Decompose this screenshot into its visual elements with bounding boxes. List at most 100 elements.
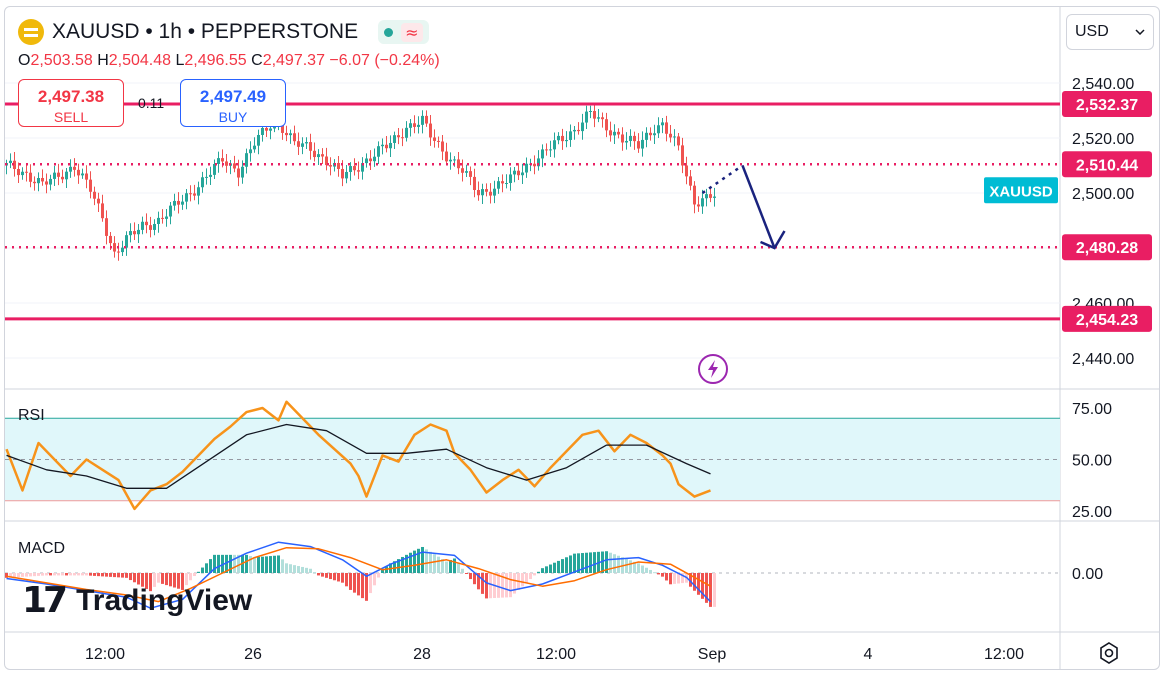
macd-histogram-bar <box>229 554 232 573</box>
settings-icon[interactable] <box>1096 640 1122 666</box>
spread-value: 0.11 <box>138 95 165 111</box>
macd-histogram-bar <box>689 573 692 587</box>
open-label: O <box>18 52 31 69</box>
macd-histogram-bar <box>501 573 504 598</box>
close-value: 2,497.37 <box>262 52 325 69</box>
low-value: 2,496.55 <box>184 52 247 69</box>
currency-value: USD <box>1075 23 1109 40</box>
candle-body <box>573 129 576 132</box>
macd-histogram-bar <box>681 573 684 584</box>
candle-body <box>241 166 244 178</box>
candle-body <box>409 123 412 128</box>
macd-histogram-bar <box>485 573 488 599</box>
candle-body <box>681 145 684 166</box>
candle-body <box>225 161 228 166</box>
candle-body <box>385 144 388 149</box>
candle-body <box>537 158 540 167</box>
candle-body <box>413 123 416 127</box>
lightning-icon[interactable] <box>697 353 729 385</box>
macd-histogram-bar <box>273 555 276 573</box>
forecast-arrow-line <box>741 165 776 249</box>
candle-body <box>189 193 192 195</box>
candle-body <box>37 178 40 184</box>
close-label: C <box>251 52 263 69</box>
symbol-title[interactable]: XAUUSD • 1h • PEPPERSTONE <box>52 20 359 43</box>
candle-body <box>649 132 652 136</box>
candle-body <box>437 140 440 142</box>
macd-histogram-bar <box>157 573 160 583</box>
macd-histogram-bar <box>365 573 368 601</box>
candle-body <box>253 145 256 150</box>
macd-histogram-bar <box>185 573 188 586</box>
candle-body <box>637 141 640 149</box>
macd-histogram-bar <box>413 550 416 573</box>
macd-histogram-bar <box>153 573 156 587</box>
candle-body <box>521 172 524 176</box>
candle-body <box>185 193 188 202</box>
price-level-label: 2,480.28 <box>1076 240 1138 257</box>
buy-button[interactable]: 2,497.49 BUY <box>180 79 286 127</box>
price-level-label: 2,532.37 <box>1076 97 1138 114</box>
candle-body <box>501 181 504 184</box>
macd-histogram-bar <box>641 565 644 573</box>
tradingview-logo[interactable]: 17 TradingView <box>22 580 252 621</box>
macd-histogram-bar <box>393 561 396 573</box>
macd-histogram-bar <box>165 573 168 586</box>
macd-histogram-bar <box>629 560 632 573</box>
macd-histogram-bar <box>545 566 548 573</box>
market-status[interactable]: ≈ <box>378 20 429 44</box>
time-tick-label: Sep <box>698 646 727 663</box>
candle-body <box>209 174 212 177</box>
rsi-tick-label: 25.00 <box>1072 504 1112 521</box>
macd-histogram-bar <box>133 573 136 583</box>
candle-body <box>89 179 92 192</box>
macd-histogram-bar <box>497 573 500 598</box>
candle-body <box>493 188 496 196</box>
candle-body <box>593 111 596 119</box>
macd-histogram-bar <box>329 573 332 580</box>
candle-body <box>193 193 196 196</box>
macd-histogram-bar <box>465 573 468 574</box>
currency-select[interactable]: USD <box>1066 14 1154 50</box>
macd-histogram-bar <box>33 573 36 577</box>
price-level-label: 2,454.23 <box>1076 312 1138 329</box>
macd-histogram-bar <box>697 573 700 595</box>
candle-body <box>25 171 28 173</box>
sell-button[interactable]: 2,497.38 SELL <box>18 79 124 127</box>
candle-body <box>709 194 712 198</box>
tradingview-wordmark: TradingView <box>76 583 253 617</box>
macd-histogram-bar <box>249 556 252 573</box>
change-value: −6.07 (−0.24%) <box>329 52 440 69</box>
candle-body <box>353 166 356 171</box>
symbol-header[interactable]: XAUUSD • 1h • PEPPERSTONE ≈ <box>18 18 429 46</box>
macd-histogram-bar <box>257 556 260 573</box>
time-tick-label: 28 <box>413 646 431 663</box>
macd-histogram-bar <box>617 555 620 573</box>
candle-body <box>517 170 520 176</box>
candle-body <box>613 131 616 136</box>
rsi-tick-label: 50.00 <box>1072 453 1112 470</box>
candle-body <box>269 128 272 131</box>
candle-body <box>441 141 444 152</box>
macd-histogram-bar <box>69 573 72 576</box>
candle-body <box>601 117 604 120</box>
macd-histogram-bar <box>101 573 104 577</box>
candle-body <box>473 176 476 190</box>
candle-body <box>221 158 224 162</box>
macd-histogram-bar <box>173 573 176 588</box>
macd-histogram-bar <box>645 567 648 573</box>
macd-histogram-bar <box>201 567 204 573</box>
candle-body <box>425 115 428 124</box>
macd-histogram-bar <box>309 568 312 573</box>
candle-body <box>233 163 236 169</box>
candle-body <box>621 134 624 143</box>
macd-histogram-bar <box>369 573 372 594</box>
candle-body <box>61 176 64 180</box>
macd-histogram-bar <box>405 554 408 573</box>
macd-histogram-bar <box>605 551 608 573</box>
macd-histogram-bar <box>85 573 88 576</box>
macd-histogram-bar <box>337 573 340 582</box>
candle-body <box>373 156 376 162</box>
macd-histogram-bar <box>305 567 308 573</box>
